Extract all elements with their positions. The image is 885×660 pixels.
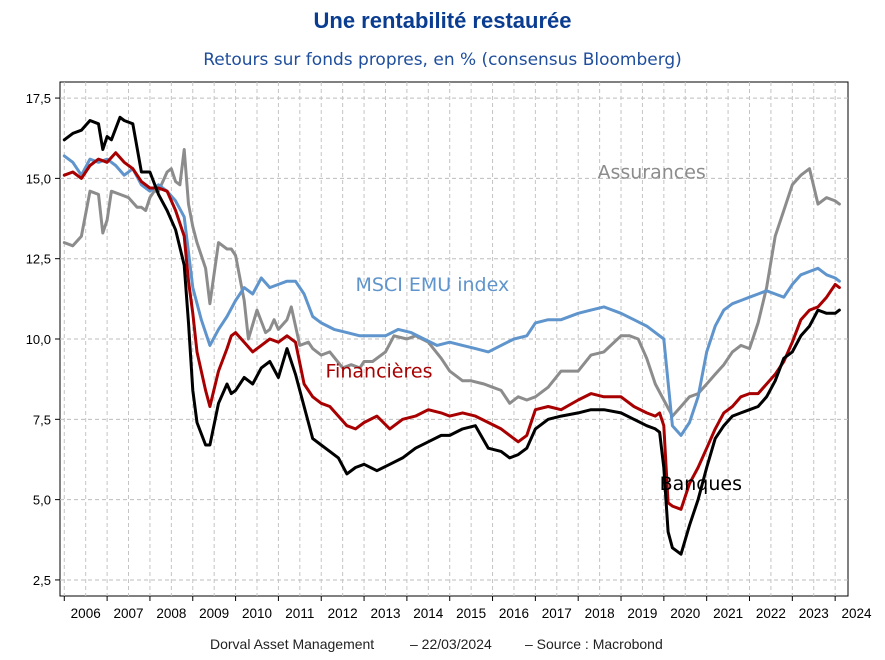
y-tick-label: 12,5 xyxy=(26,252,51,267)
series-line-assurances xyxy=(62,148,841,418)
x-tick-label: 2022 xyxy=(756,606,786,621)
y-tick-label: 2,5 xyxy=(33,573,51,588)
y-tick-label: 5,0 xyxy=(33,493,51,508)
chart-title: Une rentabilité restaurée xyxy=(313,8,572,33)
x-tick-label: 2009 xyxy=(199,606,229,621)
series-line-financi-res xyxy=(62,151,841,511)
series-label-assurances: Assurances xyxy=(597,161,705,183)
series-line-banques xyxy=(62,115,841,556)
y-tick-label: 10,0 xyxy=(26,332,51,347)
chart-subtitle: Retours sur fonds propres, en % (consens… xyxy=(203,50,682,70)
x-tick-label: 2010 xyxy=(242,606,272,621)
x-tick-label: 2008 xyxy=(156,606,186,621)
series-label-msci-emu-index: MSCI EMU index xyxy=(356,274,510,296)
y-tick-label: 15,0 xyxy=(26,171,51,186)
x-tick-label: 2017 xyxy=(542,606,572,621)
x-tick-label: 2013 xyxy=(370,606,400,621)
x-tick-label: 2007 xyxy=(113,606,143,621)
x-tick-label: 2014 xyxy=(413,606,444,621)
x-tick-label: 2018 xyxy=(585,606,615,621)
x-tick-label: 2024 xyxy=(842,606,873,621)
footer-source: – Source : Macrobond xyxy=(525,636,663,652)
x-tick-label: 2019 xyxy=(627,606,657,621)
x-tick-label: 2012 xyxy=(328,606,358,621)
series-label-financi-res: Financières xyxy=(326,361,433,383)
x-tick-label: 2015 xyxy=(456,606,486,621)
footer-org: Dorval Asset Management xyxy=(210,636,375,652)
x-tick-label: 2016 xyxy=(499,606,529,621)
x-tick-label: 2021 xyxy=(713,606,743,621)
x-tick-label: 2006 xyxy=(71,606,101,621)
y-tick-label: 7,5 xyxy=(33,412,51,427)
y-tick-label: 17,5 xyxy=(26,91,51,106)
footer-date: – 22/03/2024 xyxy=(410,636,492,652)
series-line-msci-emu-index xyxy=(62,154,841,437)
x-tick-label: 2011 xyxy=(285,606,314,621)
x-tick-label: 2020 xyxy=(670,606,700,621)
x-tick-label: 2023 xyxy=(799,606,829,621)
series-label-banques: Banques xyxy=(660,473,742,495)
